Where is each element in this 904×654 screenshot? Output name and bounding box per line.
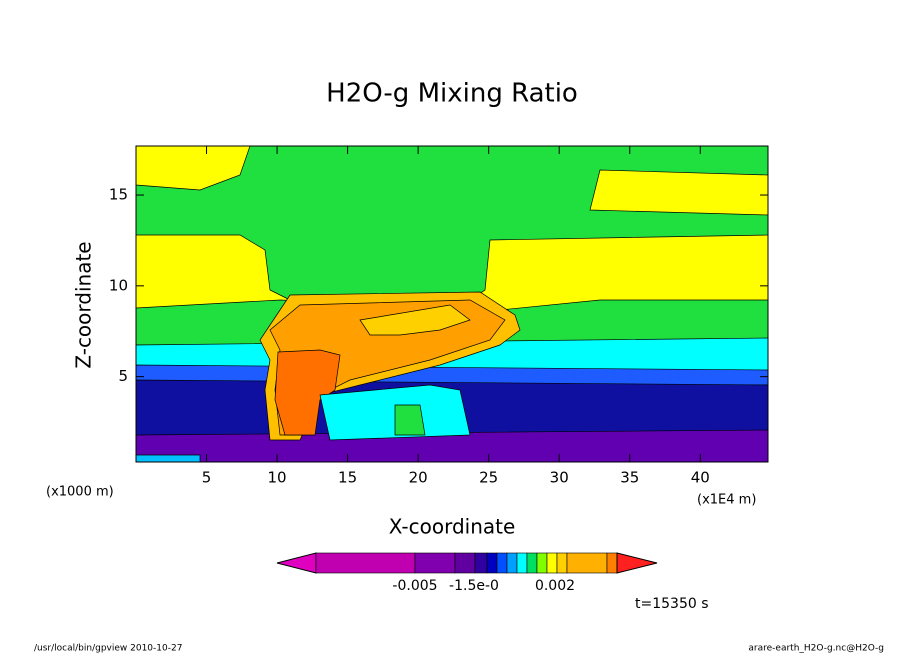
colorbar-segment [315,552,416,574]
x-tick-label: 30 [550,469,569,487]
x-unit: (x1E4 m) [697,493,756,508]
colorbar-segment [566,552,608,574]
plot-frame [135,145,769,463]
colorbar-segment [556,552,568,574]
x-tick-label: 15 [338,469,357,487]
contour-field [135,145,769,463]
colorbar-segment [496,552,508,574]
colorbar-segment [606,552,618,574]
colorbar-label: -1.5e-0 [449,578,499,594]
footer-right: arare-earth_H2O-g.nc@H2O-g [748,644,884,654]
colorbar-segment [546,552,558,574]
colorbar-segment [516,552,528,574]
chart-title: H2O-g Mixing Ratio [326,79,578,109]
annotation: t=15350 s [635,596,709,612]
field-band [274,349,341,436]
x-tick-label: 40 [691,469,710,487]
colorbar-end [616,552,658,574]
colorbar-label: 0.002 [535,578,575,594]
colorbar-segment [474,552,488,574]
colorbar: -0.005 -1.5e-0 0.002 [276,552,658,594]
colorbar-segment [454,552,476,574]
colorbar-segment [486,552,498,574]
footer-left: /usr/local/bin/gpview 2010-10-27 [34,644,182,654]
colorbar-label: -0.005 [392,578,437,594]
field-band [135,454,201,463]
colorbar-segment [536,552,548,574]
colorbar-segment [414,552,456,574]
x-tick-label: 5 [202,469,212,487]
colorbar-end [276,552,317,574]
x-tick-label: 20 [409,469,428,487]
field-band [135,145,769,301]
y-unit: (x1000 m) [46,485,114,500]
colorbar-segment [506,552,518,574]
colorbar-segment [526,552,538,574]
field-band [359,304,471,336]
y-axis-label: Z-coordinate [72,241,96,368]
x-tick-label: 35 [620,469,639,487]
x-axis-label: X-coordinate [389,515,516,539]
x-tick-label: 25 [479,469,498,487]
y-tick-label: 15 [109,186,128,204]
y-tick-label: 5 [118,367,128,385]
y-tick-label: 10 [109,276,128,294]
x-tick-label: 10 [268,469,287,487]
field-band [394,404,426,436]
